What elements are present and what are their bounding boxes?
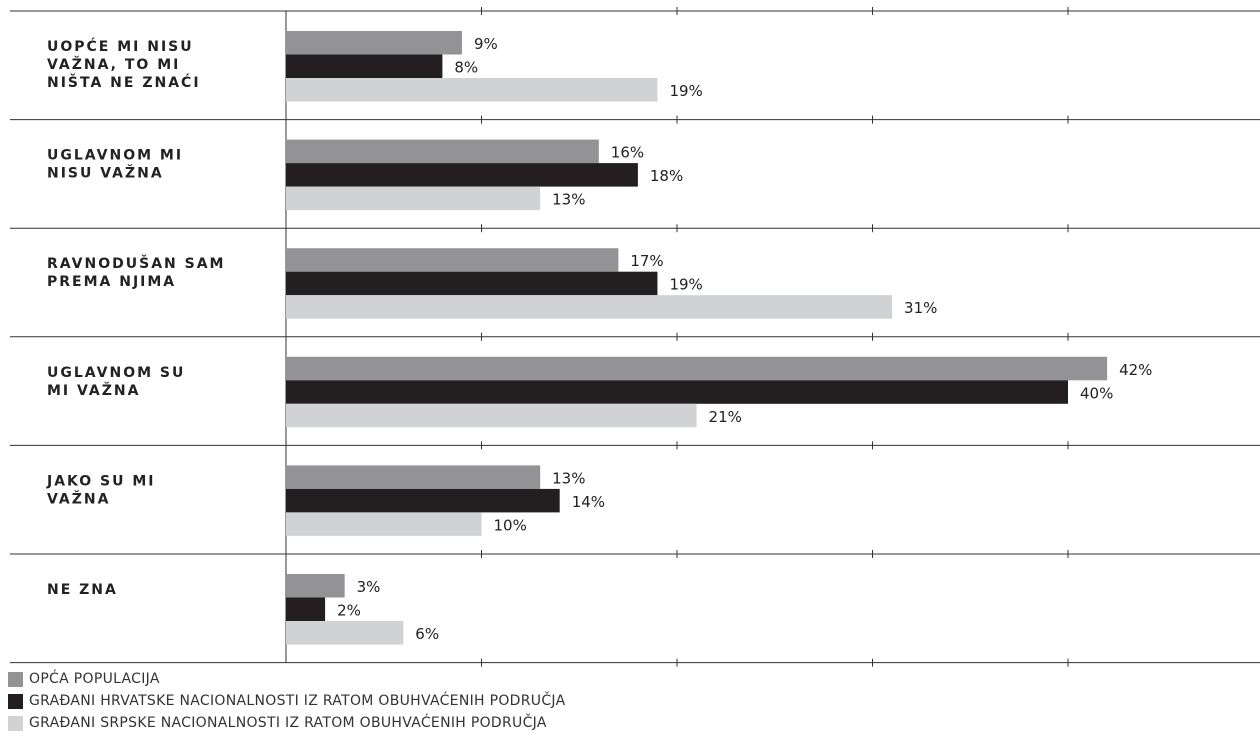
- bar: [286, 465, 541, 489]
- legend-label: GRAĐANI SRPSKE NACIONALNOSTI IZ RATOM OB…: [29, 715, 547, 731]
- data-label: 40%: [1080, 384, 1113, 402]
- bar: [286, 403, 697, 428]
- data-label: 17%: [630, 252, 663, 270]
- bar: [286, 597, 326, 621]
- bar: [286, 621, 404, 645]
- legend-swatch-croatian: [8, 693, 23, 709]
- data-label: 19%: [669, 82, 702, 100]
- data-label: 9%: [474, 35, 498, 53]
- category-label-line: JAKO SU MI: [46, 473, 156, 489]
- data-label: 18%: [650, 167, 683, 185]
- category-label-line: UGLAVNOM SU: [47, 365, 185, 381]
- category-label-line: PREMA NJIMA: [47, 274, 176, 290]
- legend-item-croatian: GRAĐANI HRVATSKE NACIONALNOSTI IZ RATOM …: [8, 690, 565, 712]
- data-label: 16%: [611, 144, 644, 162]
- legend-label: OPĆA POPULACIJA: [29, 671, 160, 687]
- bar: [286, 186, 541, 211]
- data-label: 31%: [904, 299, 937, 317]
- data-label: 13%: [552, 191, 585, 209]
- category-label-line: VAŽNA, TO MI: [47, 56, 180, 73]
- bar: [286, 78, 658, 102]
- data-label: 2%: [337, 602, 361, 620]
- bar: [286, 295, 893, 319]
- data-label: 3%: [357, 578, 381, 596]
- category-label-line: NIŠTA NE ZNAĆI: [47, 73, 201, 91]
- data-label: 13%: [552, 469, 585, 487]
- category-label-line: UGLAVNOM MI: [47, 148, 183, 164]
- category-label: JAKO SU MI VAŽNA: [46, 473, 156, 507]
- bar: [286, 163, 638, 187]
- legend-swatch-serbian: [8, 715, 23, 731]
- category-label: RAVNODUŠAN SAM PREMA NJIMA: [47, 254, 225, 290]
- category-label: NE ZNA: [47, 582, 118, 598]
- category-label-line: VAŽNA: [47, 490, 110, 507]
- data-label: 8%: [454, 59, 478, 77]
- bar: [286, 488, 560, 513]
- data-label: 21%: [709, 408, 742, 426]
- data-label: 42%: [1119, 361, 1152, 379]
- bar: [286, 380, 1068, 404]
- category-label: UGLAVNOM SU MI VAŽNA: [47, 365, 185, 399]
- category-label-line: MI VAŽNA: [47, 382, 140, 399]
- bar: [286, 356, 1108, 381]
- category-label-line: NE ZNA: [47, 582, 118, 598]
- category-label: UGLAVNOM MI NISU VAŽNA: [47, 148, 183, 182]
- category-label-line: RAVNODUŠAN SAM: [47, 254, 225, 272]
- category-label-line: UOPĆE MI NISU: [47, 37, 194, 55]
- data-label: 14%: [572, 493, 605, 511]
- bar: [286, 139, 599, 164]
- legend-swatch-general-population: [8, 671, 23, 687]
- legend-label: GRAĐANI HRVATSKE NACIONALNOSTI IZ RATOM …: [29, 693, 566, 709]
- legend-item-general-population: OPĆA POPULACIJA: [8, 668, 565, 690]
- bar: [286, 271, 658, 296]
- bar: [286, 31, 462, 55]
- data-label: 10%: [494, 516, 527, 534]
- legend-item-serbian: GRAĐANI SRPSKE NACIONALNOSTI IZ RATOM OB…: [8, 712, 565, 734]
- bar: [286, 512, 482, 536]
- data-label: 6%: [415, 625, 439, 643]
- data-label: 19%: [669, 276, 702, 294]
- bar: [286, 54, 443, 78]
- legend: OPĆA POPULACIJA GRAĐANI HRVATSKE NACIONA…: [8, 668, 565, 734]
- category-label: UOPĆE MI NISU VAŽNA, TO MI NIŠTA NE ZNAĆI: [47, 37, 201, 91]
- bar: [286, 248, 619, 272]
- bar: [286, 574, 345, 598]
- category-label-line: NISU VAŽNA: [47, 165, 164, 182]
